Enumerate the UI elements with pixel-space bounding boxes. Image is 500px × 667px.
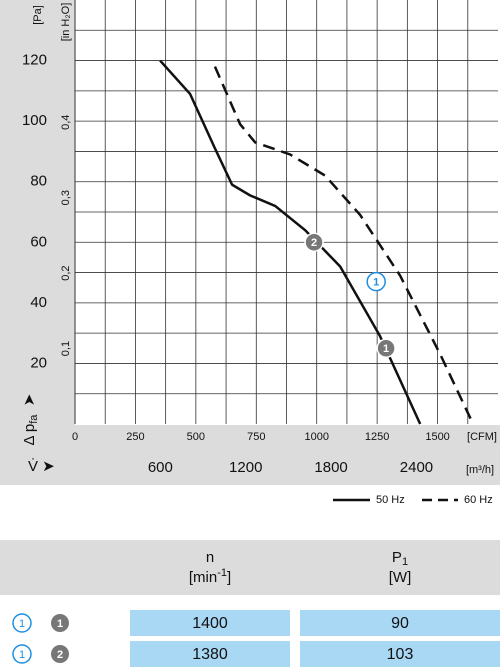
bottom-panel [0, 425, 500, 485]
cell-value: 103 [387, 646, 414, 663]
table-header [0, 540, 500, 595]
y-tick-label: 20 [30, 354, 47, 371]
point-label: 1 [57, 618, 63, 630]
col-unit: [W] [389, 569, 412, 586]
x-tick-label: 1000 [304, 431, 328, 443]
dp-sub: fa [28, 414, 40, 424]
table-rows: 1 1 1400 90 1 2 1380 103 [12, 610, 500, 667]
cell [300, 641, 500, 667]
marker-label: 2 [311, 237, 317, 249]
cell-value: 90 [391, 615, 409, 632]
marker [304, 232, 324, 253]
x2-unit: [m³/h] [466, 464, 494, 476]
x2-tick-label: 2400 [400, 459, 433, 476]
y2-tick-label: 0,3 [60, 190, 72, 205]
cell-value: 1400 [192, 615, 228, 632]
marker [366, 271, 386, 292]
x-tick-label: 500 [187, 431, 205, 443]
col-name: n [206, 549, 214, 566]
point-label: 2 [57, 649, 63, 661]
name: P [392, 549, 402, 566]
cell [130, 610, 290, 636]
y-axis-label: [Pa] [32, 5, 44, 25]
ref-icon [12, 613, 32, 633]
cell-value: 1380 [192, 646, 228, 663]
x-tick-label: 0 [72, 431, 78, 443]
y-tick-label: 40 [30, 294, 47, 311]
x2-tick-label: 600 [148, 459, 173, 476]
cell [300, 610, 500, 636]
y2-tick-label: 0,4 [60, 115, 72, 130]
left-panel [0, 0, 75, 485]
y2-tick-label: 0,1 [60, 341, 72, 356]
unit-end: ] [227, 569, 231, 586]
curve [159, 59, 422, 425]
curve [213, 66, 475, 425]
dp: Δ p [21, 424, 38, 446]
y-tick-label: 100 [22, 112, 47, 129]
col-name: P1 [392, 549, 408, 568]
ref-icon [12, 644, 32, 664]
marker-label: 1 [373, 277, 379, 289]
plot-area [75, 0, 500, 425]
marker-label: 1 [383, 343, 389, 355]
y2-tick-label: 0,2 [60, 265, 72, 280]
name-sub: 1 [402, 556, 408, 568]
unit-sup: -1 [217, 567, 227, 579]
x-tick-label: 1250 [365, 431, 389, 443]
marker [376, 338, 396, 359]
x2-tick-label: 1800 [314, 459, 347, 476]
legend: 50 Hz 60 Hz [333, 494, 493, 506]
cell [130, 641, 290, 667]
dp-arrow: ➤ [21, 394, 38, 407]
col-unit: [min-1] [189, 567, 231, 586]
x-tick-label: 250 [126, 431, 144, 443]
x2-tick-label: 1200 [229, 459, 262, 476]
dp-text: Δ pfa [21, 414, 40, 446]
point-icon [51, 645, 69, 663]
flow-label: V̇ ➤ [28, 458, 55, 475]
point-icon [51, 614, 69, 632]
legend-label: 60 Hz [464, 494, 493, 506]
y-tick-label: 80 [30, 173, 47, 190]
y-tick-label: 120 [22, 52, 47, 69]
dp-label: Δ pfa ➤ [21, 394, 40, 446]
x-tick-label: 750 [247, 431, 265, 443]
unit: [min [189, 569, 217, 586]
legend-label: 50 Hz [376, 494, 405, 506]
y-tick-label: 60 [30, 233, 47, 250]
ref-label: 1 [19, 649, 25, 661]
x-unit: [CFM] [467, 431, 497, 443]
x-tick-label: 1500 [425, 431, 449, 443]
y2-axis-label: [in H₂O] [60, 3, 72, 42]
ref-label: 1 [19, 618, 25, 630]
